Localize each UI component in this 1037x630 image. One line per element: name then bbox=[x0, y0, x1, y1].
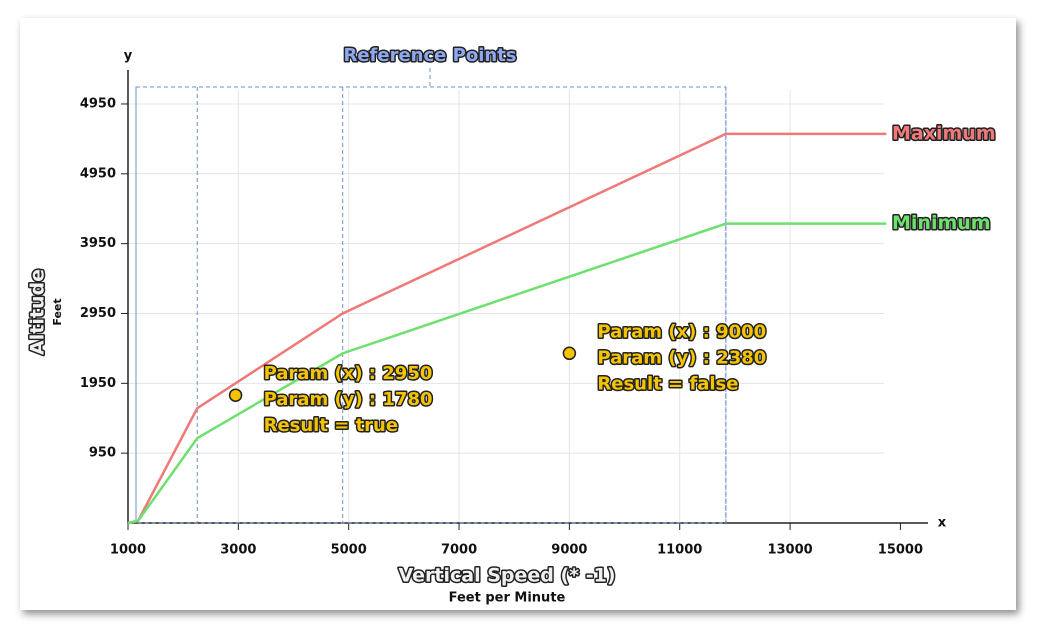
x-tick-label: 3000 bbox=[220, 543, 256, 558]
point-annotation: Param (y) : 1780 bbox=[264, 389, 433, 410]
y-tick-label: 3950 bbox=[80, 236, 116, 251]
x-tick-label: 11000 bbox=[657, 543, 702, 558]
y-tick-label: 1950 bbox=[80, 376, 116, 391]
series-label: Minimum bbox=[892, 212, 991, 234]
y-tick-label: 4950 bbox=[80, 96, 116, 111]
point-annotation: Param (y) : 2380 bbox=[597, 347, 766, 368]
x-tick-label: 13000 bbox=[767, 543, 812, 558]
chart-title: Reference Points bbox=[343, 45, 516, 66]
series-label: Maximum bbox=[892, 122, 996, 144]
x-axis-title: Vertical Speed (* -1) bbox=[398, 565, 615, 587]
data-point bbox=[228, 388, 243, 402]
x-tick-label: 1000 bbox=[110, 543, 146, 558]
point-annotation: Param (x) : 9000 bbox=[597, 321, 766, 342]
point-annotation: Result = false bbox=[597, 373, 738, 394]
x-tick-label: 15000 bbox=[878, 543, 923, 558]
y-tick-label: 2950 bbox=[80, 306, 116, 321]
x-tick-label: 7000 bbox=[441, 543, 477, 558]
panel bbox=[20, 18, 1016, 610]
data-point bbox=[562, 346, 577, 361]
point-annotation: Param (x) : 2950 bbox=[264, 363, 433, 384]
x-axis-name: x bbox=[938, 516, 947, 531]
x-tick-label: 9000 bbox=[551, 543, 587, 558]
y-axis-subtitle: Feet bbox=[51, 298, 64, 325]
x-axis-subtitle: Feet per Minute bbox=[449, 591, 566, 606]
y-tick-label: 4950 bbox=[80, 166, 116, 181]
y-axis-name: y bbox=[124, 49, 133, 64]
point-annotation: Result = true bbox=[264, 415, 399, 436]
x-tick-label: 5000 bbox=[331, 543, 367, 558]
series-line bbox=[127, 222, 887, 525]
y-axis-title: Altitude bbox=[27, 269, 49, 355]
y-tick-label: 950 bbox=[89, 446, 116, 461]
